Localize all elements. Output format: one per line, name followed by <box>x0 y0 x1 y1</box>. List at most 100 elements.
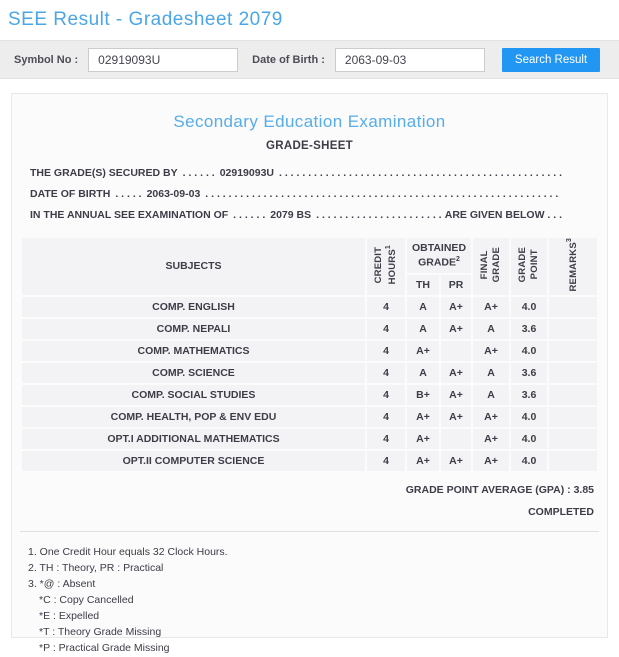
grade-point-cell: 4.0 <box>511 406 547 427</box>
footnote-item: 1. One Credit Hour equals 32 Clock Hours… <box>28 545 228 558</box>
footnote-item: *T : Theory Grade Missing <box>39 625 162 638</box>
info-label: DATE OF BIRTH <box>30 188 111 200</box>
info-suffix: ARE GIVEN BELOW . . . <box>444 209 562 221</box>
credit-hours-cell: 4 <box>367 362 405 383</box>
col-header-subjects: SUBJECTS <box>22 238 365 295</box>
credit-hours-cell: 4 <box>367 406 405 427</box>
subject-cell: COMP. MATHEMATICS <box>22 340 365 361</box>
symbol-no-value: 02919093U <box>219 167 275 179</box>
subject-cell: COMP. SCIENCE <box>22 362 365 383</box>
credit-hours-cell: 4 <box>367 340 405 361</box>
date-of-birth-value: 2063-09-03 <box>146 188 201 200</box>
gpa-label: GRADE POINT AVERAGE (GPA) : <box>405 483 574 496</box>
info-dots: . . . . . . <box>233 209 266 221</box>
exam-year-value: 2079 BS <box>270 209 312 221</box>
info-label: THE GRADE(S) SECURED BY <box>30 167 178 179</box>
subject-cell: OPT.II COMPUTER SCIENCE <box>22 450 365 471</box>
footnote-item: *E : Expelled <box>39 609 100 622</box>
table-row: OPT.II COMPUTER SCIENCE 4 A+ A+ A+ 4.0 <box>22 450 597 471</box>
info-dots: . . . . . <box>115 188 142 200</box>
table-row: COMP. MATHEMATICS 4 A+ A+ 4.0 <box>22 340 597 361</box>
info-line-date-of-birth: DATE OF BIRTH . . . . . 2063-09-03 . . .… <box>30 188 562 209</box>
th-grade-cell: A+ <box>407 428 439 449</box>
credit-hours-cell: 4 <box>367 450 405 471</box>
subject-cell: COMP. ENGLISH <box>22 296 365 317</box>
grades-table: SUBJECTS CREDIT HOURS1 OBTAINED GRADE2 FIN… <box>20 236 599 473</box>
pr-grade-cell: A+ <box>441 362 471 383</box>
pr-grade-cell: A+ <box>441 406 471 427</box>
th-grade-cell: A+ <box>407 450 439 471</box>
final-grade-cell: A <box>473 318 509 339</box>
th-grade-cell: A <box>407 362 439 383</box>
remarks-cell <box>549 428 597 449</box>
credit-hours-cell: 4 <box>367 428 405 449</box>
gradesheet-subtitle: GRADE-SHEET <box>265 140 353 152</box>
col-header-obtained-grade: OBTAINED GRADE2 <box>407 238 471 273</box>
pr-grade-cell: A+ <box>441 384 471 405</box>
final-grade-cell: A+ <box>473 340 509 361</box>
final-grade-cell: A+ <box>473 450 509 471</box>
subject-cell: OPT.I ADDITIONAL MATHEMATICS <box>22 428 365 449</box>
grade-point-cell: 3.6 <box>511 318 547 339</box>
result-status: COMPLETED <box>528 505 594 518</box>
subject-cell: COMP. SOCIAL STUDIES <box>22 384 365 405</box>
subject-cell: COMP. HEALTH, POP & ENV EDU <box>22 406 365 427</box>
pr-grade-cell: A+ <box>441 318 471 339</box>
col-header-credit-hours: CREDIT HOURS1 <box>367 238 405 295</box>
exam-title: Secondary Education Examination <box>173 112 446 131</box>
footnotes: 1. One Credit Hour equals 32 Clock Hours… <box>28 544 599 656</box>
info-line-exam-year: IN THE ANNUAL SEE EXAMINATION OF . . . .… <box>30 209 562 230</box>
grade-point-cell: 3.6 <box>511 362 547 383</box>
final-grade-cell: A+ <box>473 428 509 449</box>
final-grade-cell: A <box>473 362 509 383</box>
remarks-cell <box>549 384 597 405</box>
gpa-value: 3.85 <box>573 483 594 496</box>
pr-grade-cell <box>441 428 471 449</box>
grade-point-cell: 3.6 <box>511 384 547 405</box>
pr-grade-cell <box>441 340 471 361</box>
gpa-summary: GRADE POINT AVERAGE (GPA) : 3.85 COMPLET… <box>20 473 599 532</box>
th-grade-cell: A+ <box>407 406 439 427</box>
grade-point-cell: 4.0 <box>511 340 547 361</box>
col-header-remarks: REMARKS3 <box>549 238 597 295</box>
table-row: COMP. ENGLISH 4 A A+ A+ 4.0 <box>22 296 597 317</box>
symbol-no-label: Symbol No : <box>14 53 79 66</box>
gpa-line: GRADE POINT AVERAGE (GPA) : 3.85 <box>20 484 594 496</box>
remarks-cell <box>549 406 597 427</box>
date-of-birth-label: Date of Birth : <box>252 53 325 66</box>
remarks-cell <box>549 450 597 471</box>
credit-hours-cell: 4 <box>367 296 405 317</box>
search-result-button[interactable]: Search Result <box>501 47 601 72</box>
remarks-cell <box>549 362 597 383</box>
date-of-birth-input[interactable] <box>334 47 485 72</box>
info-dots-fill: . . . . . . . . . . . . . . . . . . . . … <box>279 167 562 179</box>
grade-point-cell: 4.0 <box>511 428 547 449</box>
th-grade-cell: A <box>407 296 439 317</box>
subject-cell: COMP. NEPALI <box>22 318 365 339</box>
grade-point-cell: 4.0 <box>511 296 547 317</box>
grade-point-cell: 4.0 <box>511 450 547 471</box>
table-row: COMP. NEPALI 4 A A+ A 3.6 <box>22 318 597 339</box>
th-grade-cell: B+ <box>407 384 439 405</box>
col-header-grade-point: GRADE POINT <box>511 238 547 295</box>
footnote-item: *C : Copy Cancelled <box>39 593 134 606</box>
th-grade-cell: A+ <box>407 340 439 361</box>
col-header-th: TH <box>407 274 439 295</box>
table-row: COMP. HEALTH, POP & ENV EDU 4 A+ A+ A+ 4.0 <box>22 406 597 427</box>
col-header-pr: PR <box>441 274 471 295</box>
table-row: COMP. SOCIAL STUDIES 4 B+ A+ A 3.6 <box>22 384 597 405</box>
info-lines: THE GRADE(S) SECURED BY . . . . . . 0291… <box>30 167 562 230</box>
footnote-item: 3. *@ : Absent <box>28 577 96 590</box>
credit-hours-cell: 4 <box>367 318 405 339</box>
page-title: SEE Result - Gradesheet 2079 <box>8 9 283 30</box>
col-header-final-grade: FINAL GRADE <box>473 238 509 295</box>
info-dots-fill: . . . . . . . . . . . . . . . . . . . . … <box>316 209 444 221</box>
table-row: OPT.I ADDITIONAL MATHEMATICS 4 A+ A+ 4.0 <box>22 428 597 449</box>
remarks-cell <box>549 296 597 317</box>
credit-hours-cell: 4 <box>367 384 405 405</box>
remarks-cell <box>549 318 597 339</box>
symbol-no-input[interactable] <box>88 47 239 72</box>
pr-grade-cell: A+ <box>441 296 471 317</box>
info-label: IN THE ANNUAL SEE EXAMINATION OF <box>30 209 229 221</box>
final-grade-cell: A+ <box>473 296 509 317</box>
